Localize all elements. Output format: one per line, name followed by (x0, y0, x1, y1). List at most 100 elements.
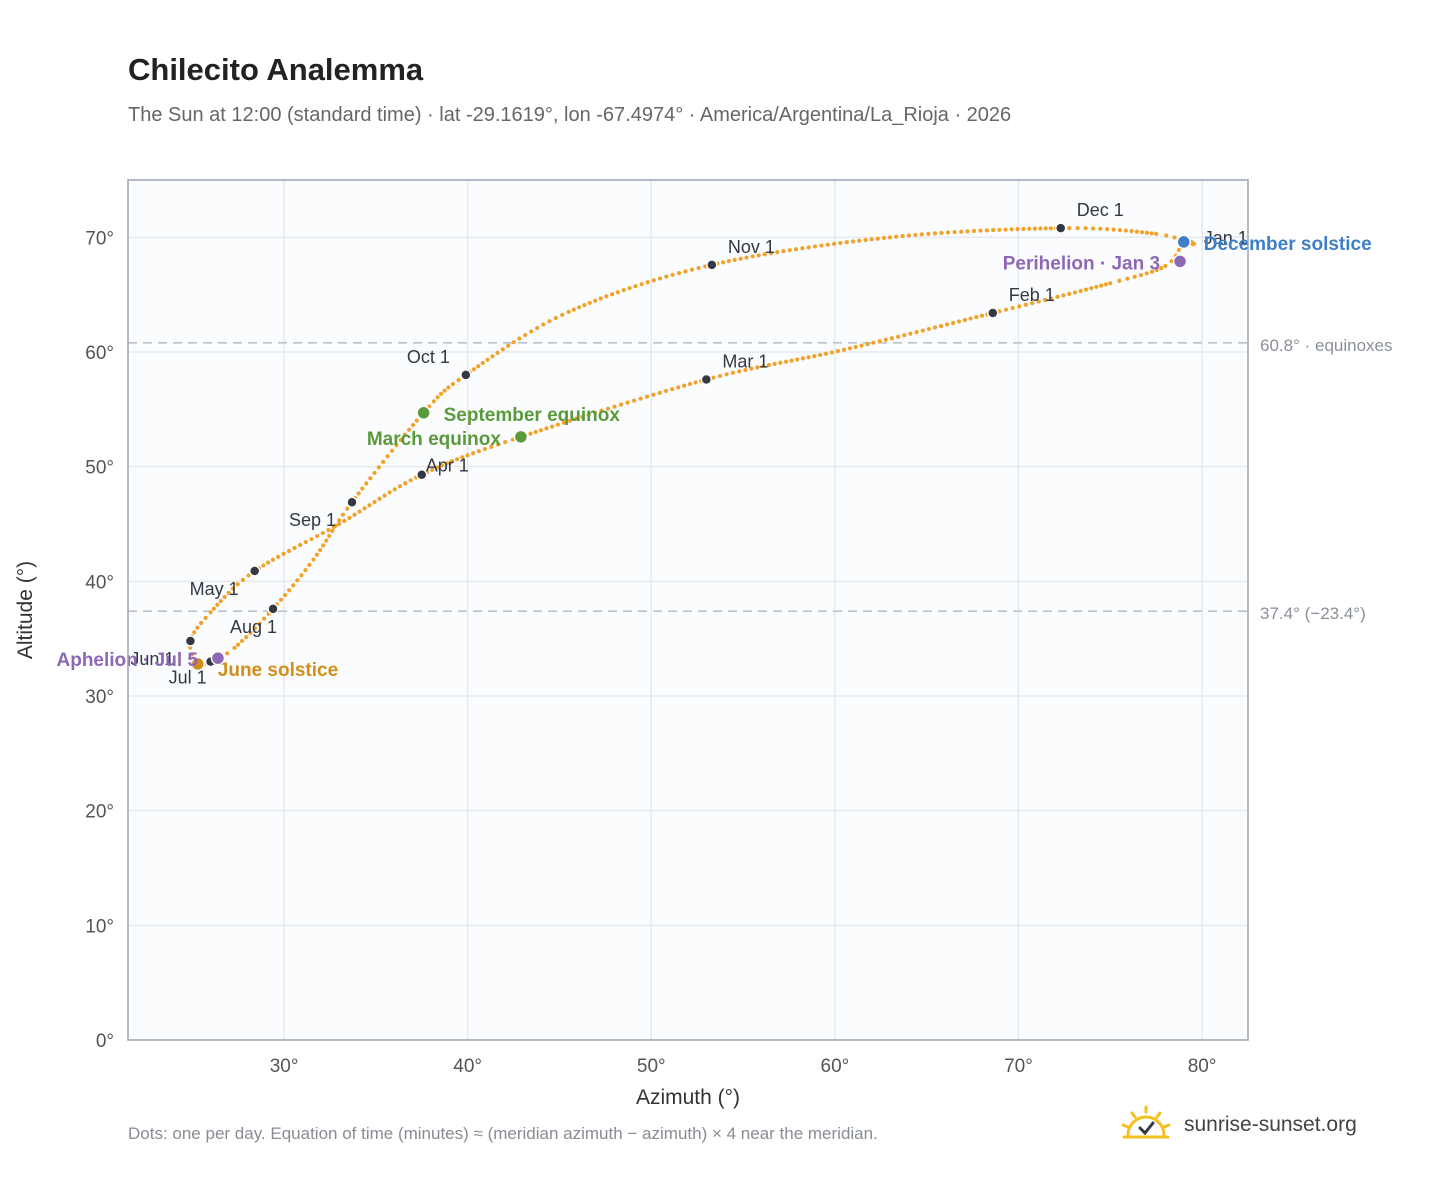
day-dot (598, 296, 603, 301)
day-dot (850, 239, 856, 244)
day-dot (587, 300, 592, 305)
day-dot (440, 463, 445, 468)
day-dot (743, 367, 748, 373)
day-dot (408, 478, 413, 483)
day-dot (908, 331, 913, 336)
day-dot (444, 461, 450, 466)
day-dot (211, 606, 216, 611)
brand[interactable]: sunrise-sunset.org (1120, 1104, 1357, 1146)
day-dot (829, 350, 834, 355)
day-dot (945, 230, 951, 235)
day-dot (586, 412, 591, 417)
day-dot (900, 233, 905, 239)
day-dot (971, 228, 977, 234)
day-dot (381, 459, 386, 464)
day-dot (261, 616, 267, 621)
day-dot (1048, 226, 1053, 231)
day-dot (438, 391, 444, 396)
day-dot (195, 625, 200, 630)
day-dot (550, 424, 555, 429)
day-dot (926, 231, 931, 236)
day-dot (1010, 305, 1015, 311)
day-dot (406, 427, 412, 432)
day-dot (298, 542, 303, 548)
day-dot (1009, 227, 1014, 232)
month-label: May 1 (190, 579, 239, 599)
day-dot (738, 256, 743, 261)
day-dot (218, 598, 223, 604)
day-dot (236, 642, 241, 647)
sun-check-icon (1120, 1105, 1172, 1146)
day-dot (1061, 293, 1066, 298)
day-dot (287, 588, 292, 593)
day-dot (865, 342, 870, 347)
day-dot (547, 319, 552, 324)
day-dot (330, 528, 335, 533)
day-dot (446, 385, 451, 390)
day-dot (276, 554, 281, 559)
event-marker (416, 405, 431, 421)
day-dot (402, 432, 408, 437)
day-dot (435, 395, 440, 400)
day-dot (651, 392, 656, 397)
day-dot (299, 573, 304, 578)
day-dot (246, 573, 251, 578)
event-marker (210, 650, 226, 666)
brand-name[interactable]: sunrise-sunset.org (1184, 1113, 1357, 1136)
day-dot (261, 563, 266, 568)
day-dot (1139, 230, 1145, 235)
y-tick-label: 0° (96, 1031, 114, 1052)
day-dot (226, 590, 231, 595)
day-dot (952, 229, 957, 235)
day-dot (717, 373, 723, 379)
day-dot (362, 506, 367, 511)
day-dot (657, 276, 663, 281)
day-dot (529, 329, 534, 334)
day-dot (831, 241, 837, 246)
day-dot (1078, 288, 1083, 294)
day-dot (657, 390, 662, 395)
day-dot (337, 521, 342, 527)
day-dot (232, 645, 237, 650)
day-dot (240, 577, 246, 582)
day-dot (1075, 226, 1080, 231)
day-dot (766, 362, 772, 368)
day-dot (387, 490, 392, 495)
day-dot (1123, 228, 1128, 233)
day-dot (762, 252, 767, 257)
day-dot (1172, 235, 1177, 240)
day-dot (431, 399, 436, 404)
chart-title: Chilecito Analemma (128, 52, 424, 87)
day-dot (517, 336, 522, 341)
day-dot (471, 451, 476, 456)
month-marker (987, 307, 999, 319)
day-dot (631, 398, 637, 403)
day-dot (1083, 287, 1089, 292)
day-dot (450, 381, 456, 387)
day-dot (239, 638, 245, 644)
day-dot (592, 410, 598, 415)
day-dot (979, 313, 985, 318)
day-dot (1108, 281, 1113, 286)
day-dot (825, 242, 830, 247)
day-dot (541, 322, 546, 327)
day-dot (978, 228, 983, 233)
day-dot (1144, 230, 1150, 235)
chart-subtitle: The Sun at 12:00 (standard time) · lat -… (128, 104, 1012, 126)
day-dot (676, 385, 681, 390)
day-dot (410, 422, 416, 428)
day-dot (920, 328, 925, 333)
day-dot (561, 420, 566, 425)
day-dot (1049, 296, 1054, 301)
day-dot (693, 380, 698, 385)
day-dot (835, 349, 841, 354)
month-label: Apr 1 (426, 456, 469, 476)
day-dot (286, 548, 292, 554)
day-dot (510, 437, 515, 442)
day-dot (533, 429, 538, 435)
month-label: Jan 1 (1204, 228, 1248, 248)
day-dot (372, 499, 377, 505)
day-dot (476, 449, 481, 454)
month-label: Mar 1 (722, 352, 768, 372)
day-dot (744, 255, 749, 260)
